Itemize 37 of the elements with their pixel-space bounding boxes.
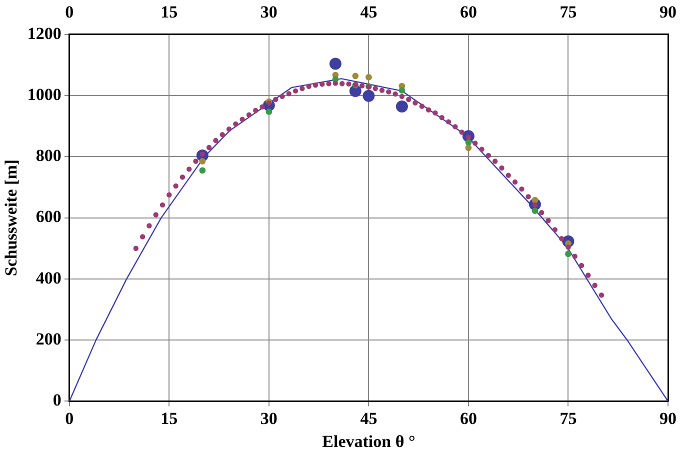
- x2-tick-label: 60: [460, 2, 477, 22]
- y-axis-title: Schussweite [m]: [2, 159, 21, 276]
- point: [532, 208, 538, 214]
- point: [465, 139, 472, 146]
- point: [465, 144, 472, 152]
- point: [532, 196, 538, 204]
- point: [396, 100, 408, 113]
- y-tick-label: 1200: [27, 24, 62, 43]
- x2-tick-label: 75: [560, 2, 577, 22]
- point: [565, 250, 572, 258]
- y-tick-label: 0: [52, 390, 62, 410]
- x-tick-label: 45: [360, 408, 378, 428]
- x2-tick-label: 30: [260, 2, 278, 22]
- x-tick-label: 90: [660, 408, 676, 428]
- x2-tick-label: 45: [360, 2, 378, 22]
- y-tick-label: 400: [36, 268, 62, 288]
- x-tick-label: 60: [460, 408, 477, 428]
- x-tick-label: 30: [260, 408, 278, 428]
- point: [362, 90, 375, 102]
- point: [199, 158, 206, 164]
- y-tick-label: 600: [36, 207, 62, 226]
- point: [352, 72, 359, 80]
- x2-tick-label: 15: [160, 2, 178, 22]
- x-tick-label: 0: [65, 408, 74, 428]
- point: [329, 58, 342, 70]
- x2-tick-label: 90: [660, 2, 676, 22]
- x-tick-label: 15: [160, 408, 178, 428]
- y-tick-label: 200: [36, 329, 62, 348]
- y-tick-label: 800: [36, 146, 62, 166]
- y-tick-label: 1000: [27, 84, 62, 104]
- point: [199, 167, 206, 174]
- x-tick-label: 75: [560, 408, 577, 428]
- x2-tick-label: 0: [65, 2, 74, 22]
- point: [366, 74, 372, 80]
- x-axis-title: Elevation θ °: [322, 432, 416, 452]
- point: [398, 87, 406, 94]
- point: [266, 108, 272, 115]
